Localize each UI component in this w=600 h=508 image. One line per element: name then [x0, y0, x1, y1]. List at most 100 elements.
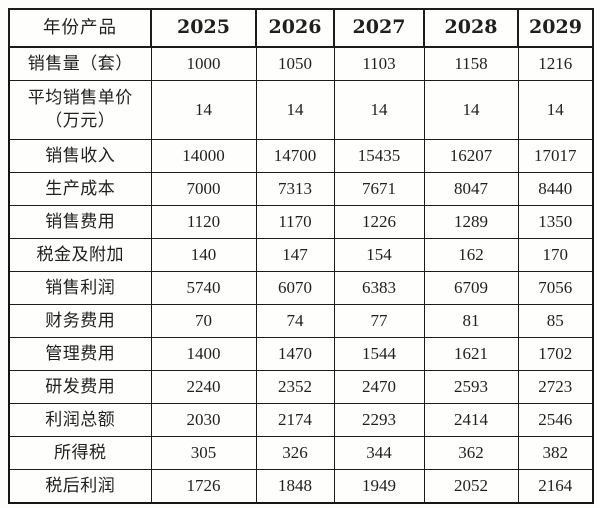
value-cell: 2293 [333, 403, 425, 437]
value-cell: 2352 [255, 370, 335, 404]
year-header-cell: 2025 [150, 8, 257, 48]
value-cell: 1050 [255, 46, 335, 81]
value-cell: 1170 [255, 205, 335, 239]
value-cell: 7671 [333, 172, 425, 206]
year-header-cell: 2028 [423, 8, 519, 48]
value-cell: 1702 [517, 337, 594, 371]
value-cell: 70 [150, 304, 257, 338]
year-header-cell: 2026 [255, 8, 335, 48]
value-cell: 14 [150, 80, 257, 140]
value-cell: 326 [255, 436, 335, 470]
value-cell: 2470 [333, 370, 425, 404]
value-cell: 1470 [255, 337, 335, 371]
value-cell: 6383 [333, 271, 425, 305]
corner-header-cell: 年份产品 [8, 8, 152, 48]
financial-projection-table: 年份产品 2025 2026 2027 2028 2029 销售量（套） 1000 1050… [8, 8, 594, 504]
value-cell: 140 [150, 238, 257, 272]
value-cell: 1848 [255, 469, 335, 504]
value-cell: 1103 [333, 46, 425, 81]
value-cell: 2164 [517, 469, 594, 504]
value-cell: 382 [517, 436, 594, 470]
row-label-cell: 财务费用 [8, 304, 152, 338]
value-cell: 2593 [423, 370, 519, 404]
table-row: 销售费用 1120 1170 1226 1289 1350 [8, 205, 594, 239]
value-cell: 1400 [150, 337, 257, 371]
table-row: 利润总额 2030 2174 2293 2414 2546 [8, 403, 594, 437]
value-cell: 1726 [150, 469, 257, 504]
value-cell: 1120 [150, 205, 257, 239]
year-header-cell: 2029 [517, 8, 594, 48]
row-label-cell: 所得税 [8, 436, 152, 470]
value-cell: 6070 [255, 271, 335, 305]
row-label-cell: 税金及附加 [8, 238, 152, 272]
row-label-cell: 生产成本 [8, 172, 152, 206]
table-row: 财务费用 70 74 77 81 85 [8, 304, 594, 338]
value-cell: 7000 [150, 172, 257, 206]
value-cell: 305 [150, 436, 257, 470]
value-cell: 16207 [423, 139, 519, 173]
row-label-cell: 研发费用 [8, 370, 152, 404]
value-cell: 2723 [517, 370, 594, 404]
value-cell: 7056 [517, 271, 594, 305]
value-cell: 2414 [423, 403, 519, 437]
row-label-cell: 利润总额 [8, 403, 152, 437]
value-cell: 14 [517, 80, 594, 140]
value-cell: 1158 [423, 46, 519, 81]
table-row: 所得税 305 326 344 362 382 [8, 436, 594, 470]
table-row: 销售收入 14000 14700 15435 16207 17017 [8, 139, 594, 173]
table-row: 销售量（套） 1000 1050 1103 1158 1216 [8, 46, 594, 81]
value-cell: 1000 [150, 46, 257, 81]
value-cell: 17017 [517, 139, 594, 173]
value-cell: 1544 [333, 337, 425, 371]
value-cell: 1289 [423, 205, 519, 239]
table-row: 管理费用 1400 1470 1544 1621 1702 [8, 337, 594, 371]
value-cell: 14700 [255, 139, 335, 173]
header-row: 年份产品 2025 2026 2027 2028 2029 [8, 8, 594, 48]
value-cell: 6709 [423, 271, 519, 305]
value-cell: 5740 [150, 271, 257, 305]
value-cell: 170 [517, 238, 594, 272]
value-cell: 15435 [333, 139, 425, 173]
row-label-cell: 平均销售单价（万元） [8, 80, 152, 140]
value-cell: 362 [423, 436, 519, 470]
value-cell: 1621 [423, 337, 519, 371]
value-cell: 2030 [150, 403, 257, 437]
row-label-cell: 销售量（套） [8, 46, 152, 81]
value-cell: 14 [333, 80, 425, 140]
row-label-cell: 销售利润 [8, 271, 152, 305]
row-label-cell: 销售收入 [8, 139, 152, 173]
table-row: 税金及附加 140 147 154 162 170 [8, 238, 594, 272]
value-cell: 2240 [150, 370, 257, 404]
value-cell: 7313 [255, 172, 335, 206]
value-cell: 154 [333, 238, 425, 272]
value-cell: 8047 [423, 172, 519, 206]
value-cell: 8440 [517, 172, 594, 206]
table-row: 生产成本 7000 7313 7671 8047 8440 [8, 172, 594, 206]
table-row: 研发费用 2240 2352 2470 2593 2723 [8, 370, 594, 404]
value-cell: 1216 [517, 46, 594, 81]
year-header-cell: 2027 [333, 8, 425, 48]
row-label-cell: 销售费用 [8, 205, 152, 239]
value-cell: 85 [517, 304, 594, 338]
row-label-cell: 管理费用 [8, 337, 152, 371]
value-cell: 1949 [333, 469, 425, 504]
value-cell: 14 [255, 80, 335, 140]
table-row: 销售利润 5740 6070 6383 6709 7056 [8, 271, 594, 305]
value-cell: 81 [423, 304, 519, 338]
value-cell: 2052 [423, 469, 519, 504]
value-cell: 162 [423, 238, 519, 272]
value-cell: 147 [255, 238, 335, 272]
value-cell: 14 [423, 80, 519, 140]
value-cell: 1350 [517, 205, 594, 239]
value-cell: 77 [333, 304, 425, 338]
value-cell: 14000 [150, 139, 257, 173]
table-row: 平均销售单价（万元） 14 14 14 14 14 [8, 80, 594, 140]
value-cell: 2546 [517, 403, 594, 437]
row-label-cell: 税后利润 [8, 469, 152, 504]
value-cell: 2174 [255, 403, 335, 437]
table-row: 税后利润 1726 1848 1949 2052 2164 [8, 469, 594, 504]
value-cell: 344 [333, 436, 425, 470]
value-cell: 74 [255, 304, 335, 338]
value-cell: 1226 [333, 205, 425, 239]
